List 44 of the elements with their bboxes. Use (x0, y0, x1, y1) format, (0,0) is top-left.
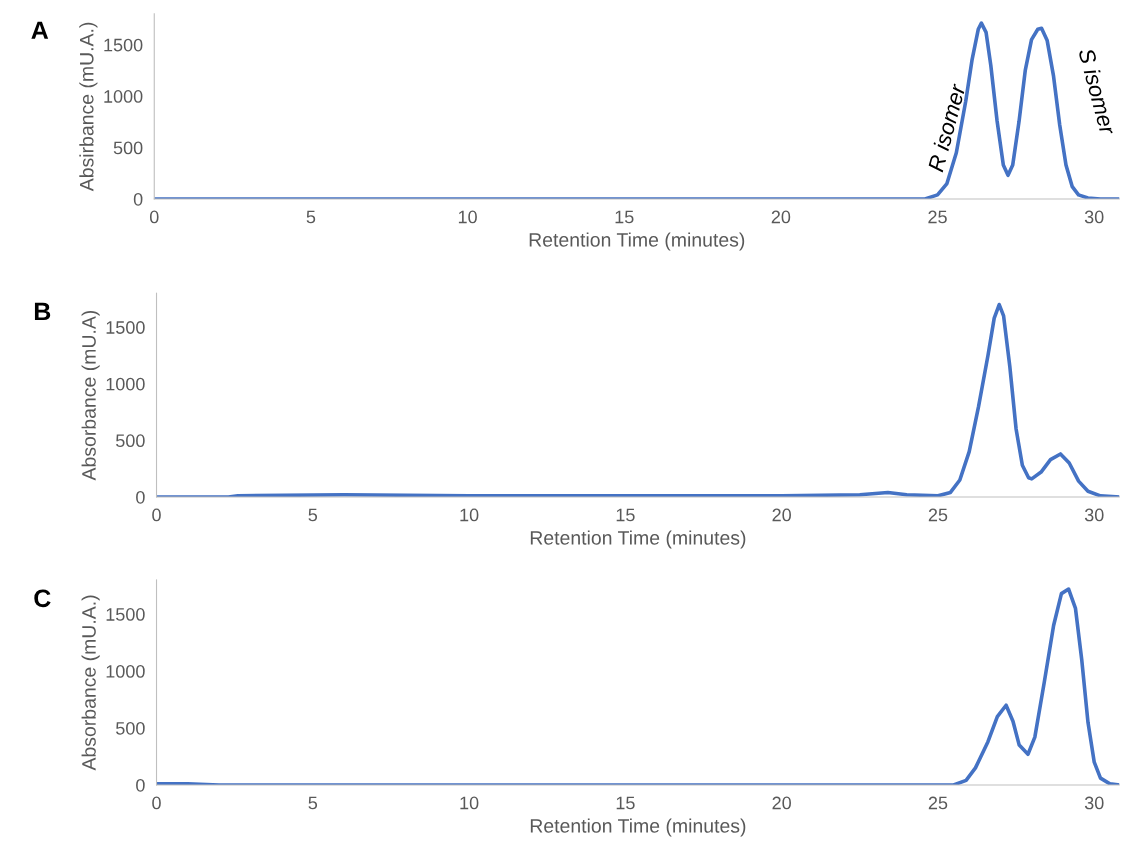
annotation: S isomer (1078, 47, 1117, 137)
y-tick-label: 1500 (106, 321, 145, 334)
x-tick-label: 25 (928, 508, 948, 522)
x-axis-title: Retention Time (minutes) (529, 232, 745, 251)
x-tick-label: 30 (1084, 508, 1104, 522)
x-tick-label: 15 (615, 210, 634, 224)
x-tick-label: 20 (772, 508, 791, 522)
x-tick-label: 0 (152, 796, 161, 810)
y-tick-label: 500 (113, 141, 143, 155)
x-tick-label: 10 (460, 508, 479, 522)
x-tick-label: 20 (772, 796, 791, 810)
x-tick-label: 0 (149, 210, 159, 224)
x-tick-label: 10 (458, 210, 477, 224)
y-tick-label: 0 (136, 490, 145, 504)
x-tick-label: 5 (308, 508, 318, 522)
x-tick-label: 30 (1084, 210, 1104, 224)
chart-title: B (34, 302, 51, 321)
y-tick-label: 500 (116, 434, 145, 448)
x-tick-label: 5 (306, 210, 316, 224)
y-axis-title: Absorbance (mU.A) (81, 310, 100, 481)
annotation: R isomer (927, 82, 966, 173)
chart-title: A (31, 21, 49, 39)
y-tick-label: 1500 (106, 608, 145, 621)
y-tick-label: 0 (136, 778, 145, 792)
x-tick-label: 15 (616, 796, 635, 810)
x-tick-label: 25 (928, 210, 947, 224)
y-axis-title: Absirbance (mU.A.) (79, 22, 98, 192)
x-axis-title: Retention Time (minutes) (530, 818, 746, 837)
x-tick-label: 10 (460, 796, 479, 810)
y-tick-label: 1000 (106, 377, 145, 391)
x-tick-label: 20 (771, 210, 791, 224)
y-tick-label: 500 (116, 721, 145, 735)
chart-title: C (34, 589, 51, 608)
x-tick-label: 30 (1084, 796, 1104, 810)
y-tick-label: 0 (133, 192, 143, 206)
x-axis-title: Retention Time (minutes) (530, 530, 746, 549)
x-tick-label: 15 (616, 508, 635, 522)
x-tick-label: 25 (928, 796, 948, 810)
x-tick-label: 5 (308, 796, 318, 810)
y-tick-label: 1000 (106, 665, 145, 678)
y-tick-label: 1500 (104, 38, 143, 52)
y-axis-title: Absorbance (mU.A.) (81, 595, 100, 771)
y-tick-label: 1000 (104, 90, 143, 103)
x-tick-label: 0 (152, 508, 161, 522)
